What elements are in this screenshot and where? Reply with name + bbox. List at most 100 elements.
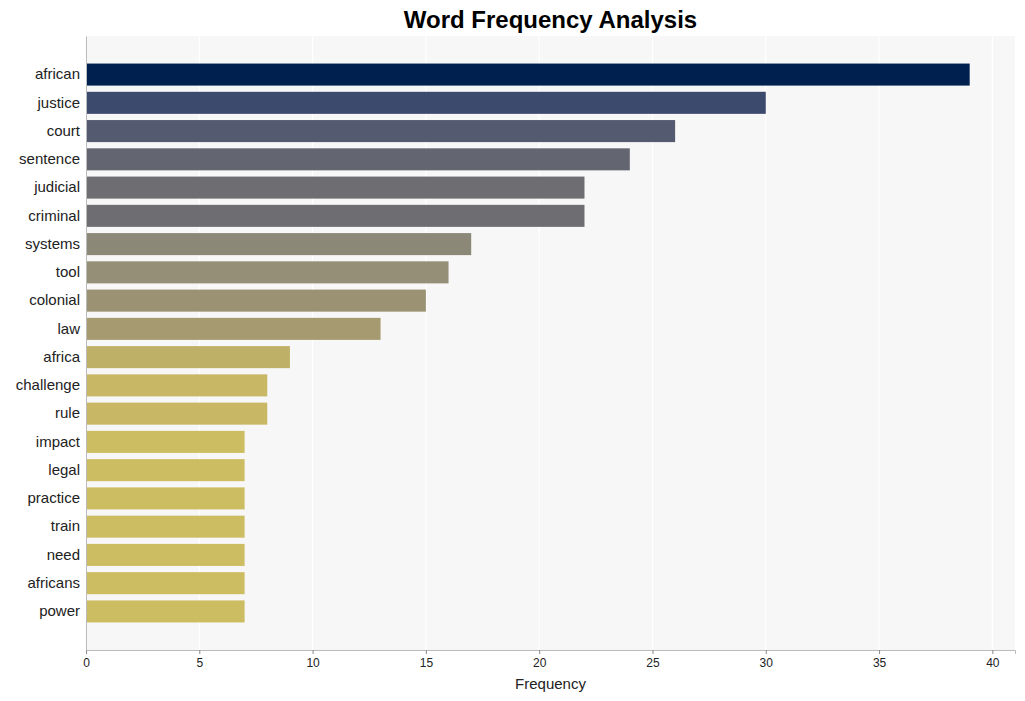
bar — [86, 290, 426, 312]
x-tick-mark — [86, 650, 87, 654]
y-tick: justice — [36, 94, 86, 111]
y-tick-label: challenge — [16, 376, 80, 393]
x-tick-mark — [652, 650, 653, 654]
grid — [86, 36, 992, 650]
x-tick-label: 25 — [646, 656, 660, 670]
bar — [86, 346, 290, 368]
x-tick-mark — [426, 650, 427, 654]
bars — [86, 64, 970, 623]
bar — [86, 233, 471, 255]
y-tick-label: rule — [55, 404, 80, 421]
y-tick: colonial — [29, 291, 86, 308]
y-tick: africa — [43, 348, 86, 365]
y-tick-label: colonial — [29, 291, 80, 308]
y-tick: criminal — [28, 207, 86, 224]
x-tick: 25 — [646, 650, 660, 670]
bar — [86, 177, 584, 199]
y-tick: african — [35, 65, 86, 82]
y-tick: court — [47, 122, 86, 139]
y-tick-label: legal — [48, 461, 80, 478]
x-tick-label: 0 — [83, 656, 90, 670]
x-tick-label: 35 — [873, 656, 887, 670]
bar — [86, 120, 675, 142]
bar — [86, 459, 245, 481]
y-tick-label: african — [35, 65, 80, 82]
y-tick-label: impact — [36, 433, 81, 450]
x-tick-mark — [879, 650, 880, 654]
x-axis-title: Frequency — [515, 675, 586, 692]
y-tick: challenge — [16, 376, 86, 393]
x-tick: 10 — [306, 650, 320, 670]
x-tick: 30 — [760, 650, 774, 670]
title: Word Frequency Analysis — [404, 6, 697, 33]
y-axis-line — [86, 37, 87, 651]
y-tick: impact — [36, 433, 86, 450]
y-tick-label: tool — [56, 263, 80, 280]
y-tick-label: court — [47, 122, 81, 139]
bar — [86, 516, 245, 538]
y-tick: africans — [27, 574, 86, 591]
y-tick-label: need — [47, 546, 80, 563]
bar — [86, 64, 970, 86]
bar — [86, 205, 584, 227]
bar — [86, 544, 245, 566]
x-tick: 20 — [533, 650, 547, 670]
x-axis-line — [87, 651, 1016, 655]
grid-line — [765, 36, 766, 650]
y-tick-label: africans — [27, 574, 80, 591]
y-tick: tool — [56, 263, 86, 280]
x-tick-label: 15 — [420, 656, 434, 670]
y-tick-label: justice — [36, 94, 80, 111]
y-tick: systems — [25, 235, 86, 252]
y-tick-label: systems — [25, 235, 80, 252]
plot-background — [86, 36, 1015, 650]
x-tick: 15 — [420, 650, 434, 670]
y-tick: need — [47, 546, 86, 563]
x-tick: 0 — [83, 650, 90, 670]
x-tick-label: 40 — [986, 656, 1000, 670]
y-tick: rule — [55, 404, 86, 421]
bar — [86, 374, 267, 396]
y-tick: law — [57, 320, 86, 337]
bar — [86, 600, 245, 622]
x-tick: 40 — [986, 650, 1000, 670]
y-tick-label: practice — [27, 489, 80, 506]
x-tick-mark — [992, 650, 993, 654]
bar — [86, 92, 766, 114]
y-tick: practice — [27, 489, 86, 506]
x-tick: 5 — [196, 650, 203, 670]
y-tick: power — [39, 602, 86, 619]
y-tick: sentence — [19, 150, 86, 167]
x-tick-label: 20 — [533, 656, 547, 670]
bar — [86, 148, 630, 170]
y-tick-label: judicial — [33, 178, 80, 195]
grid-line — [992, 36, 993, 650]
bar — [86, 487, 245, 509]
bar — [86, 431, 245, 453]
x-tick-mark — [199, 650, 200, 654]
y-axis: african justice court sentence judicial crimi… — [16, 37, 87, 651]
y-tick-label: criminal — [28, 207, 80, 224]
x-tick-mark — [766, 650, 767, 654]
x-tick-label: 5 — [196, 656, 203, 670]
y-tick: judicial — [33, 178, 86, 195]
grid-line — [85, 36, 86, 650]
y-tick-label: sentence — [19, 150, 80, 167]
y-tick-label: law — [57, 320, 80, 337]
x-tick-mark — [313, 650, 314, 654]
bar — [86, 572, 245, 594]
y-tick-label: africa — [43, 348, 80, 365]
x-tick: 35 — [873, 650, 887, 670]
grid-line — [878, 36, 879, 650]
y-tick: train — [51, 517, 86, 534]
bar — [86, 261, 449, 283]
x-tick-label: 10 — [306, 656, 320, 670]
x-axis: 0 5 10 15 20 25 30 35 40 — [83, 650, 1015, 670]
chart: 0 5 10 15 20 25 30 35 40 african justice court sente… — [0, 0, 1025, 701]
bar — [86, 318, 381, 340]
x-tick-mark — [539, 650, 540, 654]
y-tick-label: power — [39, 602, 80, 619]
x-tick-label: 30 — [760, 656, 774, 670]
bar — [86, 403, 267, 425]
y-tick: legal — [48, 461, 86, 478]
